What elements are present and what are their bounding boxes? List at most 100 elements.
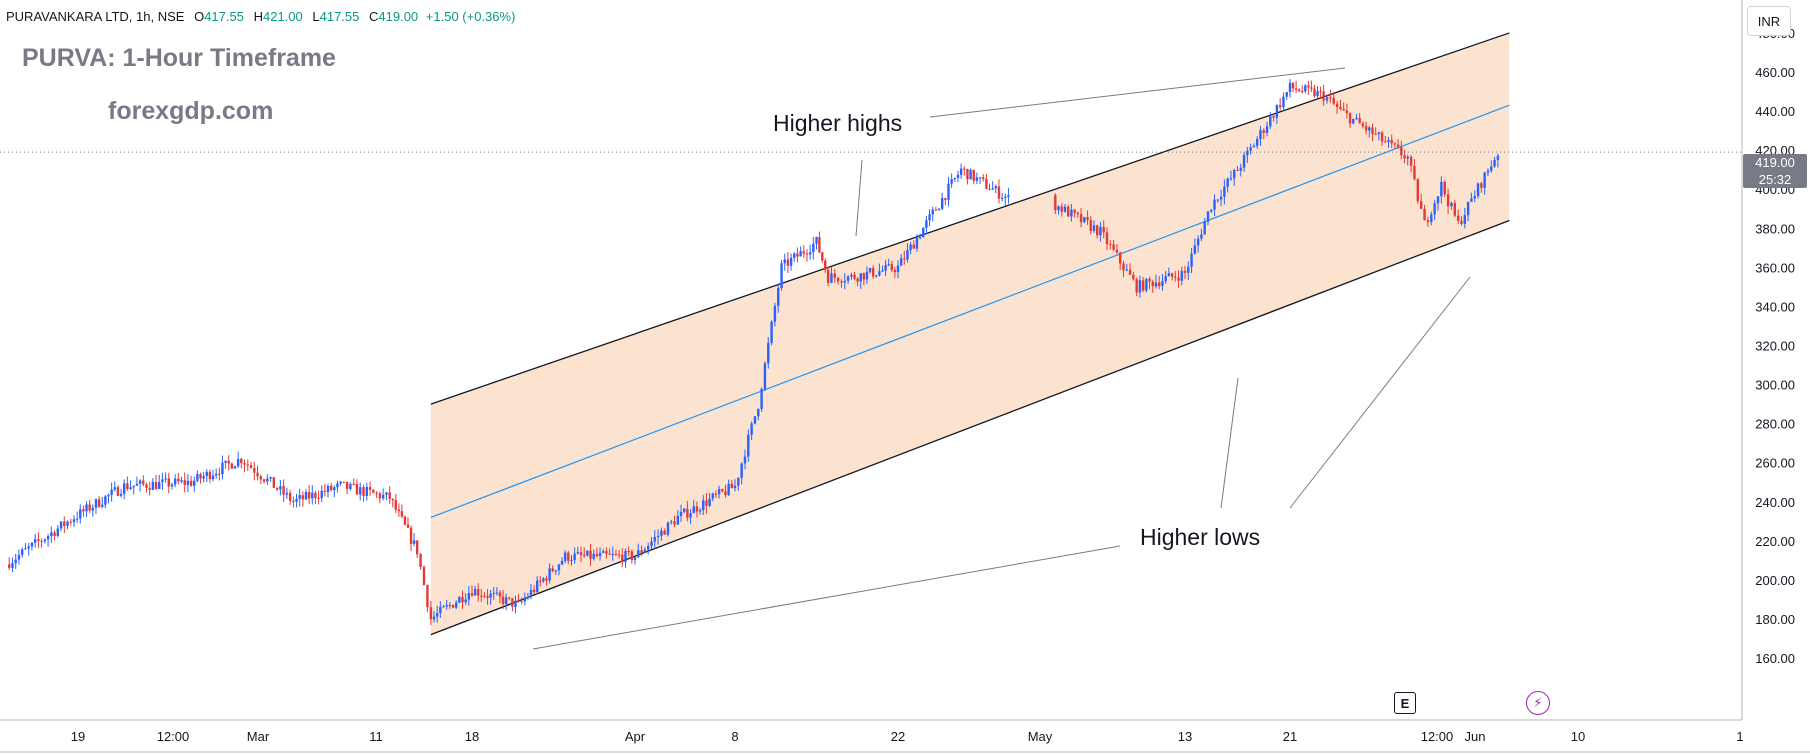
candle-body [836, 277, 840, 282]
low-value: 417.55 [319, 9, 360, 24]
candle-body [1433, 203, 1436, 215]
candle-body [391, 498, 394, 501]
candle-body [352, 483, 355, 485]
candle-body [773, 305, 777, 322]
candle-body [314, 492, 317, 498]
candle-body [573, 553, 576, 561]
candle-body [925, 220, 928, 228]
candle-body [1183, 270, 1187, 273]
candle-body [20, 549, 24, 555]
candle-body [339, 481, 342, 484]
candle-body [1275, 105, 1279, 118]
candle-body [333, 487, 336, 491]
candle-body [233, 466, 237, 469]
candle-body [1301, 91, 1304, 93]
candle-body [1004, 196, 1007, 198]
last-price-tag: 419.00 25:32 [1743, 154, 1807, 188]
candle-body [442, 606, 445, 608]
candle-body [737, 477, 740, 486]
currency-badge[interactable]: INR [1747, 6, 1791, 36]
candle-body [1057, 206, 1060, 211]
candle-body [937, 208, 941, 211]
candle-body [385, 492, 388, 495]
candle-body [777, 287, 780, 306]
candle-body [394, 500, 398, 510]
candle-body [180, 480, 183, 482]
candle-body [397, 509, 401, 512]
candle-body [670, 521, 673, 523]
candle-body [272, 477, 276, 488]
candle-body [614, 554, 618, 556]
candle-body [780, 263, 783, 288]
candle-body [711, 493, 714, 499]
close-value: 419.00 [378, 9, 419, 24]
candle-body [1329, 97, 1332, 99]
candle-body [66, 521, 69, 526]
candle-body [1086, 217, 1089, 221]
higher-highs-label[interactable]: Higher highs [773, 110, 903, 136]
symbol-name[interactable]: PURAVANKARA LTD, 1h, NSE [6, 9, 185, 24]
candle-body [868, 268, 872, 272]
candle-body [532, 589, 536, 592]
candle-body [747, 434, 750, 457]
candle-body [542, 578, 545, 582]
time-tick-label: 1 [1736, 729, 1743, 744]
candle-body [473, 589, 477, 596]
candle-body [815, 237, 818, 244]
candle-body [14, 559, 17, 564]
candle-body [1453, 202, 1457, 216]
candle-body [1158, 282, 1161, 286]
candle-body [953, 178, 956, 180]
bar-countdown: 25:32 [1758, 172, 1792, 187]
candle-body [8, 564, 11, 568]
time-tick-label: 21 [1283, 729, 1297, 744]
candle-body [193, 480, 196, 486]
candle-body [529, 589, 533, 597]
time-tick-label: 12:00 [1421, 729, 1454, 744]
candle-body [1122, 263, 1125, 271]
flash-icon[interactable]: ⚡ [1526, 691, 1550, 715]
candle-body [1196, 238, 1200, 246]
candle-body [24, 548, 27, 550]
candle-body [243, 463, 246, 465]
candle-body [27, 546, 30, 549]
candle-body [349, 483, 352, 489]
candle-body [602, 551, 605, 553]
candle-body [1355, 117, 1358, 119]
candle-body [812, 243, 815, 253]
candle-body [978, 177, 982, 179]
candle-body [1054, 195, 1057, 211]
candle-body [107, 494, 110, 497]
earnings-button[interactable]: E [1394, 692, 1416, 714]
candle-body [326, 485, 330, 493]
candle-body [1233, 169, 1236, 179]
candle-body [595, 553, 599, 557]
candle-body [944, 198, 947, 200]
candle-body [1000, 197, 1004, 199]
candle-body [708, 498, 711, 506]
candle-body [1377, 132, 1381, 135]
candle-body [1190, 253, 1193, 267]
candle-body [415, 540, 419, 555]
candle-body [633, 557, 637, 561]
candle-body [695, 506, 699, 512]
candle-body [893, 270, 897, 273]
candle-body [116, 487, 120, 496]
time-tick-label: Apr [625, 729, 646, 744]
candle-body [288, 492, 292, 501]
candle-body [1265, 126, 1269, 134]
candle-body [721, 489, 724, 492]
candle-body [301, 495, 305, 500]
candle-body [862, 273, 866, 280]
candle-body [1470, 198, 1473, 202]
candle-body [940, 198, 944, 209]
higher-lows-label[interactable]: Higher lows [1140, 524, 1261, 550]
candle-body [692, 506, 695, 514]
candle-body [1259, 130, 1262, 139]
regression-channel[interactable] [430, 32, 1510, 636]
candle-body [899, 258, 903, 266]
candle-body [1079, 214, 1083, 223]
candle-body [1440, 181, 1443, 197]
candle-body [368, 487, 372, 490]
